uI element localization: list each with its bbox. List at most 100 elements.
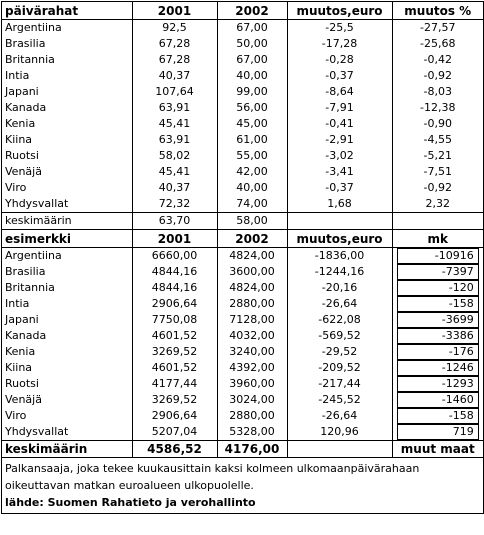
table-cell: 67,28 — [131, 36, 217, 52]
table-cell: 61,00 — [216, 132, 287, 148]
table-cell: Kanada — [5, 101, 47, 114]
table-cell: Britannia — [5, 281, 55, 294]
table-cell: Kenia — [5, 345, 36, 358]
table-cell: 2,32 — [391, 196, 483, 213]
table-cell: 719 — [391, 424, 483, 441]
table-cell: 72,32 — [131, 196, 217, 213]
table-cell: 3269,52 — [131, 392, 217, 408]
table-row: Kiina 4601,52 4392,00 -209,52 -1246 — [2, 360, 483, 376]
table-cell: 4392,00 — [216, 360, 287, 376]
table-cell: muutos,euro — [286, 2, 392, 20]
table-row: päivärahat 2001 2002 muutos,euro muutos % — [2, 2, 483, 20]
table-cell: 3240,00 — [216, 344, 287, 360]
table-cell: Argentiina — [5, 249, 62, 262]
table-cell: 40,00 — [216, 68, 287, 84]
table-cell: 4844,16 — [131, 280, 217, 296]
boxed-value: -120 — [396, 280, 479, 296]
table: päivärahat 2001 2002 muutos,euro muutos % Arg… — [2, 2, 483, 457]
table-cell: -7397 — [391, 264, 483, 280]
table-cell: 40,00 — [216, 180, 287, 196]
table-cell: -2,91 — [286, 132, 392, 148]
boxed-value: -3699 — [396, 312, 479, 328]
table-cell: 4824,00 — [216, 247, 287, 264]
boxed-value: -7397 — [396, 264, 479, 280]
table-row: Brasilia 67,28 50,00 -17,28 -25,68 — [2, 36, 483, 52]
table-cell: -5,21 — [391, 148, 483, 164]
table-cell: -1836,00 — [286, 247, 392, 264]
table-cell — [286, 212, 392, 230]
table-cell: päivärahat — [2, 2, 132, 20]
table-cell: -4,55 — [391, 132, 483, 148]
table-cell: Kiina — [5, 133, 33, 146]
table-cell: -10916 — [391, 247, 483, 264]
table-row: Ruotsi 4177,44 3960,00 -217,44 -1293 — [2, 376, 483, 392]
table-cell: Intia — [5, 69, 30, 82]
table-cell: Brasilia — [5, 265, 46, 278]
table-cell: mk — [391, 229, 483, 248]
table-row: Kenia 3269,52 3240,00 -29,52 -176 — [2, 344, 483, 360]
table-cell: -0,92 — [391, 68, 483, 84]
table-cell: -158 — [391, 408, 483, 424]
table-cell: 50,00 — [216, 36, 287, 52]
table-cell — [391, 212, 483, 230]
boxed-value: -1293 — [396, 376, 479, 392]
table-cell: -3,41 — [286, 164, 392, 180]
table-cell: 67,28 — [131, 52, 217, 68]
table-cell: Yhdysvallat — [5, 197, 69, 210]
table-cell: -7,91 — [286, 100, 392, 116]
table-cell: -3386 — [391, 328, 483, 344]
table-cell: Kenia — [5, 117, 36, 130]
table-row: Kanada 63,91 56,00 -7,91 -12,38 — [2, 100, 483, 116]
table-row: Venäjä 3269,52 3024,00 -245,52 -1460 — [2, 392, 483, 408]
table-cell: keskimäärin — [2, 212, 132, 230]
boxed-value: 719 — [396, 424, 479, 440]
table-cell: -0,41 — [286, 116, 392, 132]
table-cell: 63,70 — [131, 212, 217, 230]
table-cell: Argentiina — [5, 21, 62, 34]
table-cell: -209,52 — [286, 360, 392, 376]
table-cell: -27,57 — [391, 19, 483, 36]
table-row: Viro 40,37 40,00 -0,37 -0,92 — [2, 180, 483, 196]
table-cell: 4601,52 — [131, 360, 217, 376]
table-cell: keskimäärin — [2, 440, 132, 457]
table-row: Viro 2906,64 2880,00 -26,64 -158 — [2, 408, 483, 424]
table-row: Britannia 4844,16 4824,00 -20,16 -120 — [2, 280, 483, 296]
boxed-value: -1246 — [396, 360, 479, 376]
table-cell: -245,52 — [286, 392, 392, 408]
table-cell: 58,02 — [131, 148, 217, 164]
table-cell: 2001 — [131, 229, 217, 248]
table-cell: -1246 — [391, 360, 483, 376]
table-row: Ruotsi 58,02 55,00 -3,02 -5,21 — [2, 148, 483, 164]
table-cell: Ruotsi — [5, 377, 39, 390]
table-cell: 67,00 — [216, 19, 287, 36]
page: päivärahat 2001 2002 muutos,euro muutos % Arg… — [1, 1, 484, 514]
table-cell: -0,92 — [391, 180, 483, 196]
table-cell: -3699 — [391, 312, 483, 328]
table-cell: -622,08 — [286, 312, 392, 328]
boxed-value: -158 — [396, 408, 479, 424]
table-cell: 7128,00 — [216, 312, 287, 328]
table-cell: 92,5 — [131, 19, 217, 36]
table-cell: Yhdysvallat — [5, 425, 69, 438]
table-cell: Intia — [5, 297, 30, 310]
table-cell: -17,28 — [286, 36, 392, 52]
table-cell: -158 — [391, 296, 483, 312]
table-cell: -20,16 — [286, 280, 392, 296]
table-cell: 4032,00 — [216, 328, 287, 344]
table-cell: 63,91 — [131, 132, 217, 148]
table-cell: -7,51 — [391, 164, 483, 180]
table-cell: -217,44 — [286, 376, 392, 392]
table-row: Yhdysvallat 72,32 74,00 1,68 2,32 — [2, 196, 483, 213]
table-cell: 4844,16 — [131, 264, 217, 280]
table-cell: -12,38 — [391, 100, 483, 116]
table-cell: 2001 — [131, 2, 217, 20]
table-row: Britannia 67,28 67,00 -0,28 -0,42 — [2, 52, 483, 68]
table-cell: 56,00 — [216, 100, 287, 116]
table-row: Brasilia 4844,16 3600,00 -1244,16 -7397 — [2, 264, 483, 280]
table-cell: Viro — [5, 409, 27, 422]
table-cell: 4601,52 — [131, 328, 217, 344]
table-cell: -0,42 — [391, 52, 483, 68]
table-cell: -1244,16 — [286, 264, 392, 280]
table-cell: 120,96 — [286, 424, 392, 441]
table-cell: 63,91 — [131, 100, 217, 116]
